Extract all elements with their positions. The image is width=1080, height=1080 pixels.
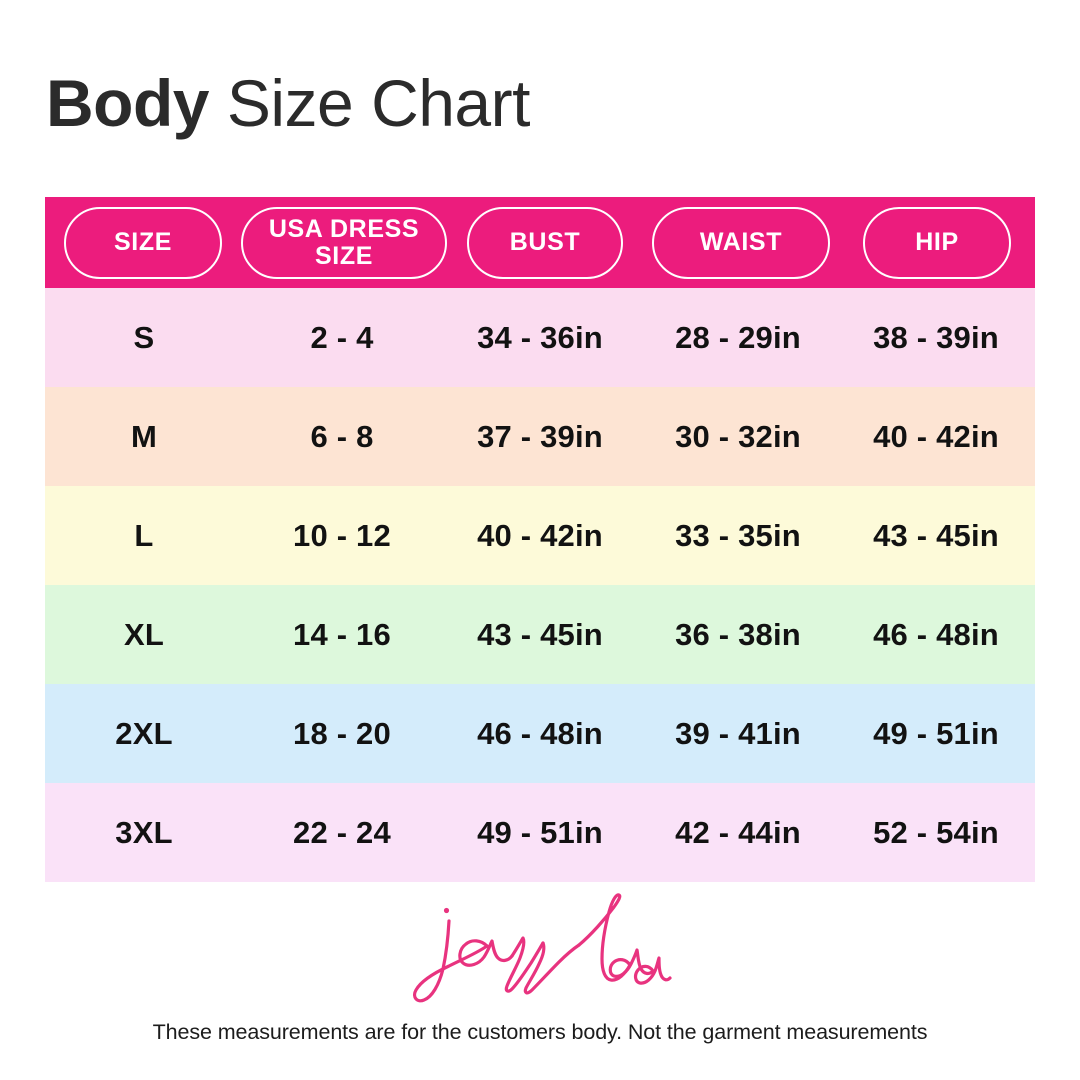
table-row: XL 14 - 16 43 - 45in 36 - 38in 46 - 48in [45, 585, 1035, 684]
size-chart-table: SIZE USA DRESS SIZE BUST WAIST HIP S 2 - … [45, 197, 1035, 882]
table-cell-bust: 34 - 36in [477, 319, 603, 355]
table-cell-size: XL [123, 616, 164, 652]
page-title-bold: Body [46, 66, 210, 140]
table-cell-usa-dress-size: 10 - 12 [293, 517, 391, 553]
table-cell-hip: 40 - 42in [873, 418, 999, 454]
table-header-cell-usa-dress-size: USA DRESS SIZE [241, 197, 447, 288]
table-cell-waist: 28 - 29in [675, 319, 801, 355]
table-cell-waist: 39 - 41in [675, 715, 801, 751]
table-cell-hip: 52 - 54in [873, 814, 999, 850]
table-cell-bust: 37 - 39in [477, 418, 603, 454]
table-header-cell-size: SIZE [45, 197, 241, 288]
table-row: 3XL 22 - 24 49 - 51in 42 - 44in 52 - 54in [45, 783, 1035, 882]
page-title-light: Size Chart [209, 66, 531, 140]
table-row: S 2 - 4 34 - 36in 28 - 29in 38 - 39in [45, 288, 1035, 387]
table-row: L 10 - 12 40 - 42in 33 - 35in 43 - 45in [45, 486, 1035, 585]
table-header-cell-waist: WAIST [643, 197, 839, 288]
jess-lea-signature-logo [413, 893, 673, 1005]
table-cell-usa-dress-size: 22 - 24 [293, 814, 391, 850]
table-row: 2XL 18 - 20 46 - 48in 39 - 41in 49 - 51in [45, 684, 1035, 783]
footer-note: These measurements are for the customers… [152, 1020, 928, 1044]
table-body: S 2 - 4 34 - 36in 28 - 29in 38 - 39in M 6 - 8 3… [45, 288, 1035, 882]
table-header-cell-hip: HIP [839, 197, 1035, 288]
table-cell-bust: 43 - 45in [477, 616, 603, 652]
table-cell-bust: 40 - 42in [477, 517, 603, 553]
table-cell-size: L [134, 517, 154, 553]
table-cell-size: 3XL [115, 814, 173, 850]
table-cell-size: 2XL [115, 715, 173, 751]
page-title: Body Size Chart [46, 62, 530, 144]
table-header-row: SIZE USA DRESS SIZE BUST WAIST HIP [45, 197, 1035, 288]
header-pill-usa-dress-size: USA DRESS SIZE [241, 206, 447, 279]
header-pill-size: SIZE [64, 206, 222, 279]
table-cell-waist: 30 - 32in [675, 418, 801, 454]
table-cell-size: S [133, 319, 155, 355]
table-cell-hip: 43 - 45in [873, 517, 999, 553]
header-pill-hip: HIP [863, 206, 1011, 279]
table-row: M 6 - 8 37 - 39in 30 - 32in 40 - 42in [45, 387, 1035, 486]
table-cell-hip: 46 - 48in [873, 616, 999, 652]
table-cell-usa-dress-size: 2 - 4 [310, 319, 374, 355]
table-cell-usa-dress-size: 18 - 20 [293, 715, 391, 751]
table-cell-waist: 33 - 35in [675, 517, 801, 553]
table-cell-waist: 36 - 38in [675, 616, 801, 652]
table-header-cell-bust: BUST [447, 197, 643, 288]
header-pill-waist: WAIST [652, 206, 830, 279]
header-pill-bust: BUST [467, 206, 623, 279]
table-cell-bust: 49 - 51in [477, 814, 603, 850]
table-cell-hip: 38 - 39in [873, 319, 999, 355]
table-cell-size: M [130, 418, 158, 454]
table-cell-hip: 49 - 51in [873, 715, 999, 751]
table-cell-usa-dress-size: 14 - 16 [293, 616, 391, 652]
table-cell-bust: 46 - 48in [477, 715, 603, 751]
table-cell-waist: 42 - 44in [675, 814, 801, 850]
table-cell-usa-dress-size: 6 - 8 [310, 418, 374, 454]
